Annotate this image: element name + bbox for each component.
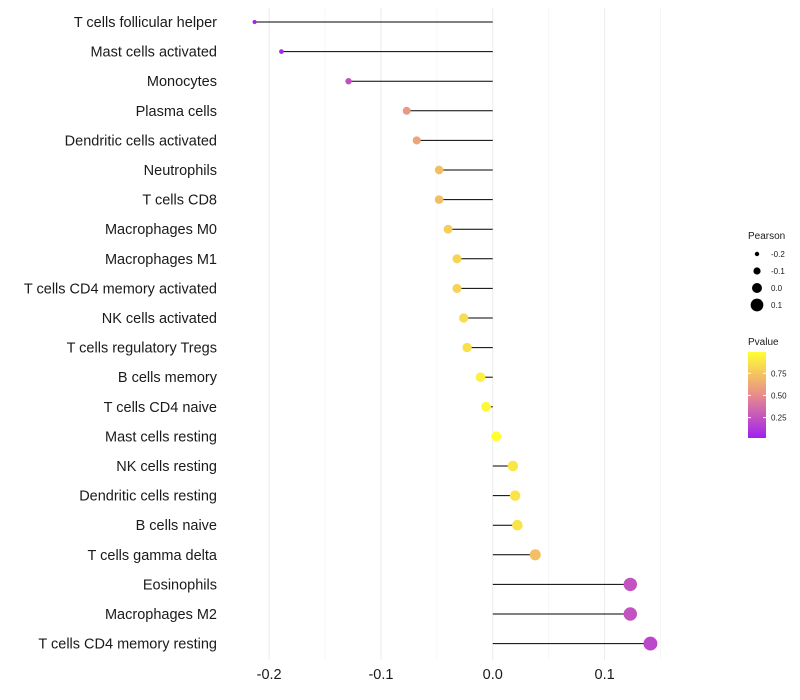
legend: Pearson -0.2 -0.1 0.0 0.1 Pvalue 0.25 0.50 0.… (748, 231, 787, 438)
category-label: T cells CD4 naive (104, 400, 217, 416)
legend-size-label: -0.2 (771, 250, 785, 259)
category-label: B cells memory (118, 370, 218, 386)
legend-size-title: Pearson (748, 231, 785, 242)
data-point (452, 283, 462, 293)
legend-colorbar (748, 352, 766, 438)
data-point (529, 549, 541, 561)
data-point (434, 195, 444, 204)
legend-size-key (754, 251, 760, 257)
category-label: Dendritic cells resting (79, 489, 217, 505)
legend-color-label: 0.50 (771, 391, 787, 400)
x-axis-tick-labels: -0.2 -0.1 0.0 0.1 (257, 667, 615, 683)
category-labels: T cells follicular helper Mast cells acti… (24, 15, 218, 653)
x-tick-label: 0.1 (595, 667, 615, 683)
data-point (481, 401, 491, 412)
category-label: T cells CD4 memory resting (38, 637, 217, 653)
data-point (252, 19, 257, 25)
data-point (623, 607, 638, 621)
category-label: T cells CD8 (142, 193, 217, 209)
data-point (475, 372, 486, 383)
data-point (623, 577, 638, 592)
category-label: NK cells activated (102, 311, 217, 327)
data-point (402, 106, 411, 115)
category-label: Macrophages M2 (105, 607, 217, 623)
data-point (345, 78, 352, 85)
category-label: T cells regulatory Tregs (67, 341, 217, 357)
category-label: T cells follicular helper (74, 15, 217, 31)
legend-color-label: 0.25 (771, 414, 787, 423)
data-point (279, 49, 284, 54)
legend-size-key (752, 283, 762, 293)
category-label: Monocytes (147, 74, 217, 90)
x-tick-label: 0.0 (483, 667, 503, 683)
category-label: T cells gamma delta (88, 548, 218, 564)
data-point (459, 313, 469, 323)
legend-color-label: 0.75 (771, 369, 787, 378)
points (252, 19, 658, 651)
x-tick-label: -0.1 (368, 667, 393, 683)
category-label: NK cells resting (116, 459, 217, 475)
category-label: Eosinophils (143, 577, 217, 593)
legend-size-key (753, 267, 761, 275)
data-point (512, 519, 523, 531)
data-point (509, 490, 521, 501)
legend-size-label: 0.0 (771, 284, 783, 293)
legend-size-label: -0.1 (771, 267, 785, 276)
category-label: Macrophages M1 (105, 252, 217, 268)
data-point (412, 136, 421, 145)
category-label: B cells naive (136, 518, 217, 534)
category-label: T cells CD4 memory activated (24, 281, 217, 297)
x-tick-label: -0.2 (257, 667, 282, 683)
data-point (452, 254, 462, 264)
grid-lines (268, 8, 661, 660)
legend-size-key (750, 298, 764, 312)
category-label: Mast cells resting (105, 429, 217, 445)
data-point (434, 165, 444, 175)
data-point (643, 636, 658, 651)
data-point (462, 342, 472, 353)
category-label: Mast cells activated (90, 45, 217, 61)
data-point (507, 460, 519, 472)
category-label: Macrophages M0 (105, 222, 217, 238)
category-label: Neutrophils (144, 163, 217, 179)
category-label: Plasma cells (136, 104, 217, 120)
legend-color-title: Pvalue (748, 337, 779, 348)
stems (254, 21, 651, 645)
legend-size-label: 0.1 (771, 301, 783, 310)
category-label: Dendritic cells activated (65, 133, 217, 149)
data-point (491, 431, 502, 442)
data-point (443, 224, 453, 234)
